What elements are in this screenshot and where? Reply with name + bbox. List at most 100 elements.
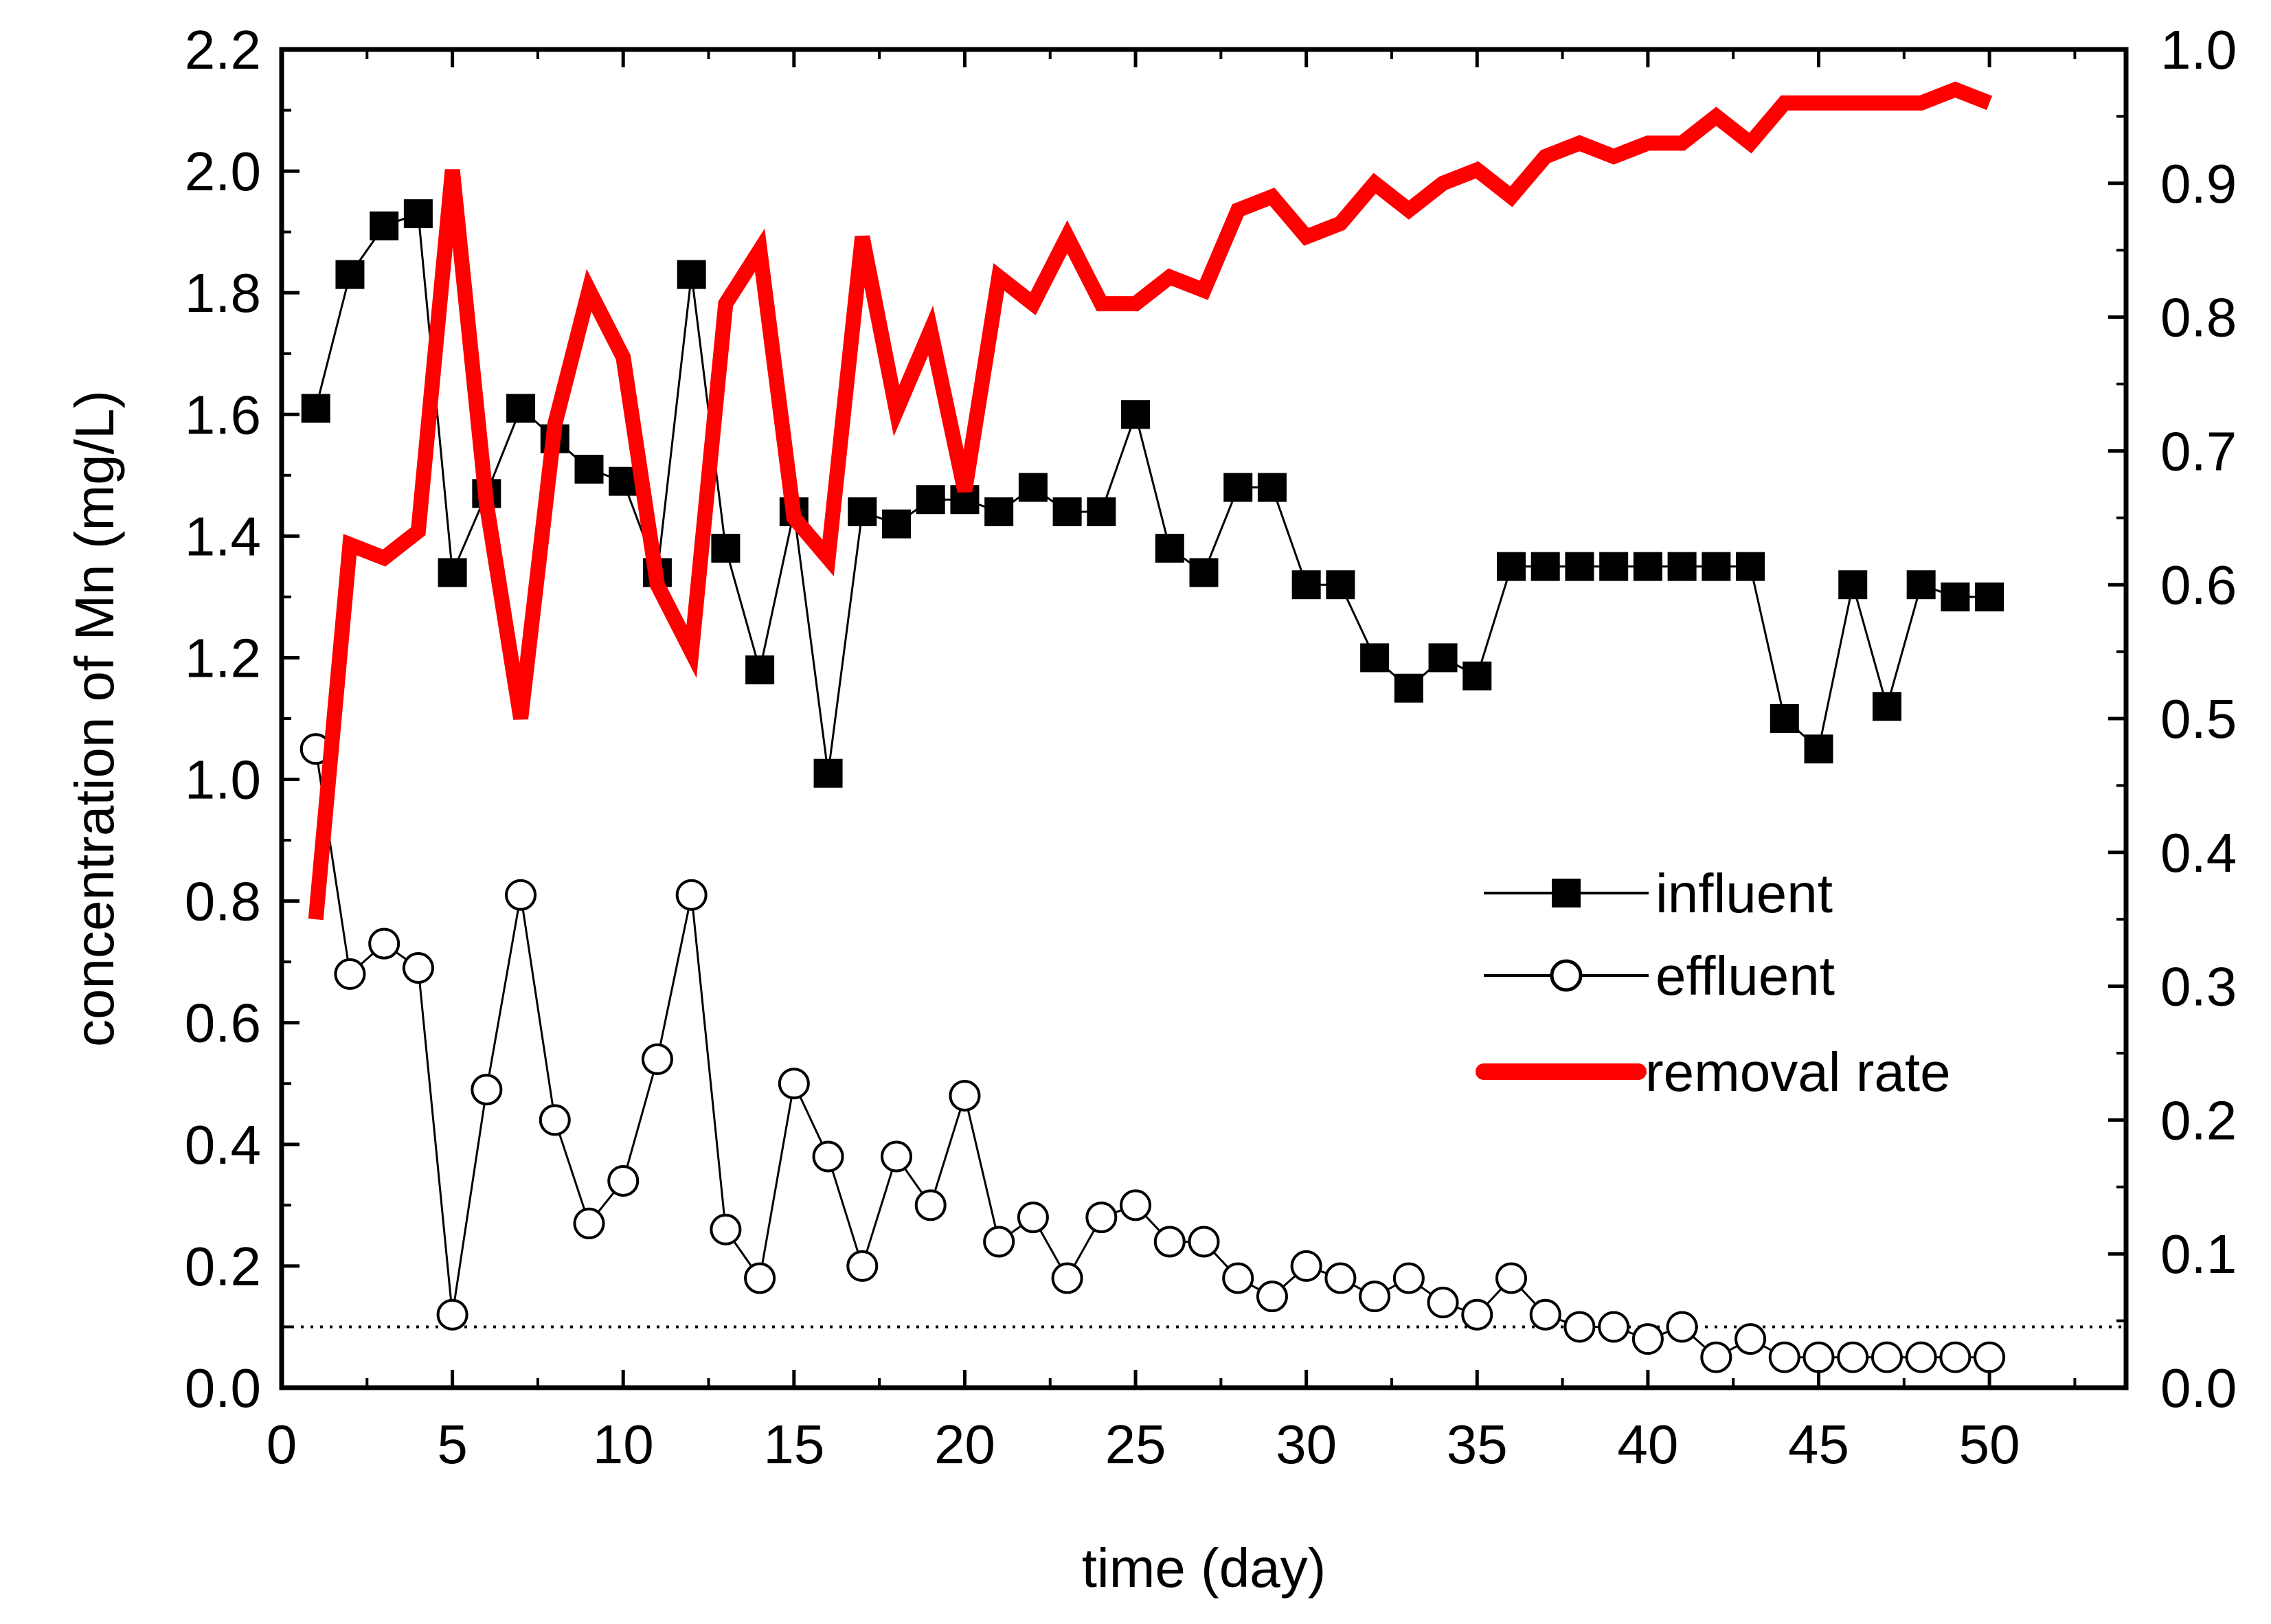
y2-tick-label: 0.7 [2160, 420, 2237, 482]
point-effluent [1939, 1341, 1971, 1373]
tick-labels: 0 5 10 15 20 25 30 35 40 45 50 0.0 0.2 0.4 0.6 0.8 1.0 1.… [185, 19, 2237, 1475]
x-tick-label: 30 [1276, 1414, 1337, 1475]
point-influent [1360, 643, 1390, 673]
y-tick-label: 1.0 [185, 749, 261, 811]
x-tick-label: 40 [1617, 1414, 1678, 1475]
legend: influent effluent removal rate [1476, 863, 1951, 1103]
x-tick-label: 10 [593, 1414, 654, 1475]
point-effluent [1563, 1311, 1596, 1343]
series-removal-rate-line [308, 81, 1993, 921]
point-effluent [1666, 1311, 1698, 1343]
x-tick-label: 25 [1105, 1414, 1166, 1475]
point-influent [848, 497, 877, 526]
point-effluent [675, 879, 708, 911]
point-influent [1018, 473, 1048, 502]
plot-frame [279, 47, 2129, 1390]
point-influent [1667, 552, 1697, 581]
y-tick-label: 2.2 [185, 19, 261, 80]
legend-effluent-label: effluent [1656, 945, 1835, 1006]
y2-tick-label: 0.1 [2160, 1223, 2237, 1285]
point-effluent [1735, 1323, 1767, 1355]
point-influent [1838, 570, 1868, 600]
point-influent [1291, 570, 1321, 600]
point-influent [813, 758, 843, 788]
x-tick-label: 45 [1788, 1414, 1849, 1475]
point-effluent [1324, 1262, 1357, 1294]
y2-tick-label: 0.9 [2160, 153, 2237, 214]
x-tick-label: 0 [267, 1414, 297, 1475]
point-influent [335, 260, 365, 289]
legend-item-removal-rate: removal rate [1476, 1041, 1951, 1103]
point-influent [1633, 552, 1662, 581]
point-effluent [778, 1068, 810, 1100]
y-tick-label: 0.6 [185, 993, 261, 1054]
point-effluent [1974, 1341, 2006, 1373]
x-tick-label: 15 [763, 1414, 824, 1475]
point-influent [1428, 643, 1458, 673]
y-tick-label: 1.6 [185, 384, 261, 445]
point-effluent [744, 1262, 776, 1294]
point-effluent [1120, 1189, 1152, 1221]
point-influent [370, 211, 399, 240]
point-influent [1702, 552, 1731, 581]
point-influent [1155, 534, 1184, 563]
x-axis-title: time (day) [1082, 1537, 1326, 1599]
point-influent [1394, 673, 1423, 703]
legend-removal-rate-label: removal rate [1645, 1041, 1951, 1103]
y2-tick-label: 0.4 [2160, 822, 2237, 883]
legend-effluent-marker [1550, 959, 1583, 992]
point-effluent [1837, 1341, 1869, 1373]
point-effluent [1359, 1281, 1391, 1313]
x-tick-label: 50 [1959, 1414, 2020, 1475]
point-influent [711, 534, 741, 563]
x-tick-label: 35 [1447, 1414, 1508, 1475]
point-effluent [334, 958, 366, 990]
point-effluent [710, 1213, 742, 1245]
point-influent [984, 497, 1014, 526]
point-effluent [846, 1250, 879, 1282]
y-axis-title: concentration of Mn (mg/L) [64, 390, 125, 1047]
point-effluent [1598, 1311, 1630, 1343]
point-effluent [812, 1140, 844, 1173]
y2-tick-label: 0.2 [2160, 1090, 2237, 1151]
point-effluent [949, 1079, 981, 1112]
point-influent [916, 485, 945, 515]
point-influent [506, 394, 536, 423]
point-effluent [641, 1043, 673, 1075]
point-effluent [1017, 1202, 1049, 1234]
point-effluent [1529, 1298, 1561, 1331]
x-tick-label: 20 [934, 1414, 995, 1475]
point-influent [1906, 570, 1936, 600]
point-influent [1326, 570, 1355, 600]
point-influent [1223, 473, 1253, 502]
point-effluent [1871, 1341, 1903, 1373]
point-effluent [1222, 1262, 1254, 1294]
point-effluent [1256, 1281, 1288, 1313]
y2-tick-label: 1.0 [2160, 19, 2237, 80]
point-effluent [1631, 1323, 1664, 1355]
point-influent [1257, 473, 1287, 502]
point-influent [882, 509, 911, 539]
point-effluent [505, 879, 537, 911]
point-effluent [1905, 1341, 1937, 1373]
point-influent [1121, 400, 1151, 429]
point-effluent [1290, 1250, 1322, 1282]
legend-influent-marker [1552, 879, 1581, 907]
point-effluent [1803, 1341, 1835, 1373]
point-effluent [607, 1164, 640, 1197]
legend-influent-label: influent [1656, 863, 1833, 924]
point-influent [1565, 552, 1594, 581]
y2-tick-label: 0.0 [2160, 1357, 2237, 1419]
y-tick-label: 1.2 [185, 627, 261, 688]
point-influent [1462, 662, 1492, 691]
y-tick-label: 0.8 [185, 871, 261, 932]
point-effluent [881, 1140, 912, 1173]
point-influent [1804, 734, 1833, 764]
point-influent [438, 558, 467, 587]
point-influent [1189, 558, 1219, 587]
y-tick-label: 1.4 [185, 506, 261, 567]
point-influent [745, 655, 775, 685]
point-effluent [539, 1104, 571, 1136]
y-tick-label: 1.8 [185, 262, 261, 324]
